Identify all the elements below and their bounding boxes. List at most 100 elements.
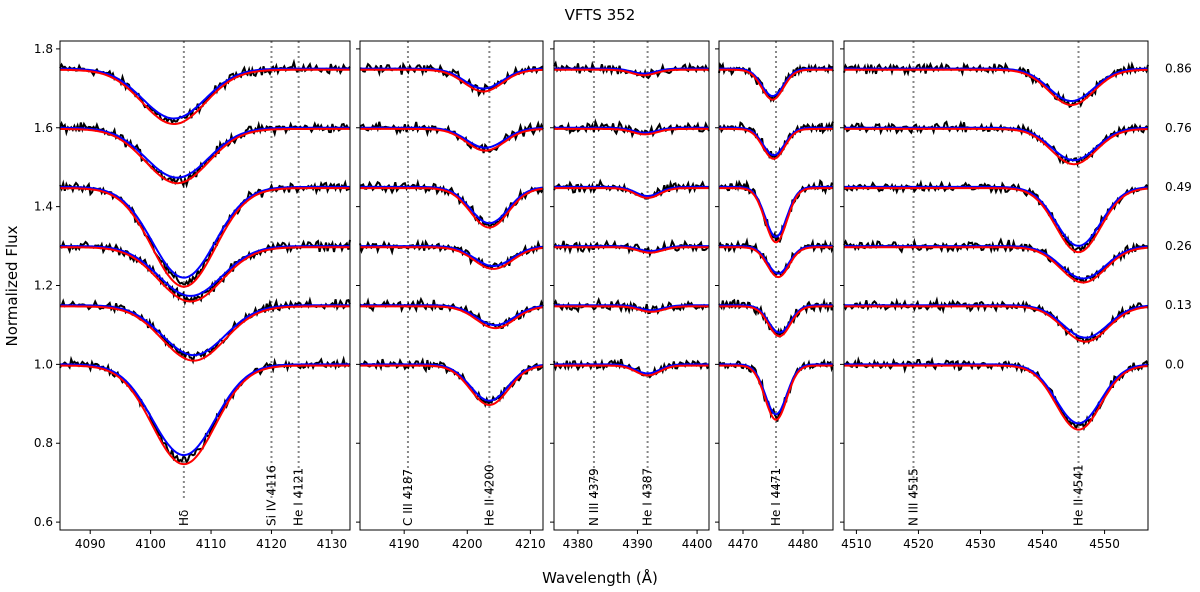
x-tick-label-3-3: 4400 [682, 537, 713, 551]
blue-model-1-0.13 [60, 304, 350, 357]
panel-frame-5 [843, 40, 1149, 531]
blue-model-3-0.13 [554, 304, 709, 312]
blue-model-4-0.26 [719, 245, 833, 275]
phase-labels: 0.86 0.76 0.49 0.26 0.13 0.0 [1165, 62, 1192, 372]
x-tick-label-1-1: 4090 [75, 537, 106, 551]
blue-model-3-0.76 [554, 126, 709, 134]
red-model-1-0.0 [60, 364, 350, 466]
blue-model-4-0.86 [719, 67, 833, 97]
x-tick-label-4-1: 4470 [728, 537, 759, 551]
phase-label-2: 0.76 [1165, 121, 1192, 135]
red-model-3-0.26 [554, 246, 709, 254]
observed-spectrum-1-0.86 [59, 58, 351, 125]
blue-model-1-0.86 [60, 67, 350, 120]
y-tick-label-2: 0.8 [34, 436, 53, 450]
red-model-1-0.86 [60, 68, 350, 125]
observed-spectrum-4-0.26 [718, 237, 834, 277]
x-tick-label-1-2: 4100 [135, 537, 166, 551]
red-model-5-0.26 [844, 246, 1149, 284]
red-model-5-0.86 [844, 68, 1148, 106]
red-model-2-0.13 [360, 305, 544, 330]
phase-label-3: 0.49 [1165, 180, 1192, 194]
observed-spectrum-2-0.76 [359, 120, 544, 154]
blue-model-1-0.76 [60, 126, 350, 179]
x-tick-label-5-4: 4540 [1027, 537, 1058, 551]
red-model-1-0.26 [60, 246, 350, 303]
blue-model-3-0.86 [554, 67, 709, 75]
x-tick-label-5-5: 4550 [1089, 537, 1120, 551]
blue-model-3-0.0 [554, 363, 709, 375]
blue-model-4-0.76 [719, 126, 833, 157]
observed-spectrum-5-0.0 [843, 356, 1149, 432]
red-model-4-0.26 [719, 246, 833, 279]
panel-frame-3 [553, 40, 710, 531]
line-label-3-1: N III 4379 [587, 468, 601, 526]
phase-label-4: 0.26 [1165, 239, 1192, 253]
blue-model-4-0.49 [719, 185, 833, 238]
blue-model-2-0.49 [360, 185, 544, 225]
panels-layer: Hδ Si IV 4116 He I 4121 4090 4100 4110 4120 413… [34, 40, 1149, 551]
red-model-5-0.13 [844, 305, 1149, 343]
spectrum-panel-1: Hδ Si IV 4116 He I 4121 4090 4100 4110 4120 413… [34, 40, 351, 551]
y-tick-label-1: 0.6 [34, 515, 53, 529]
blue-model-2-0.86 [360, 67, 544, 90]
blue-model-3-0.26 [554, 245, 709, 253]
red-model-3-0.13 [554, 305, 709, 313]
line-label-1-3: He I 4121 [292, 468, 306, 526]
blue-model-3-0.49 [554, 185, 709, 197]
y-tick-label-5: 1.4 [34, 200, 53, 214]
observed-spectrum-5-0.49 [843, 179, 1149, 254]
blue-model-1-0.26 [60, 245, 350, 297]
blue-model-5-0.13 [844, 304, 1149, 339]
blue-model-2-0.13 [360, 304, 544, 327]
blue-model-2-0.26 [360, 245, 544, 267]
red-model-4-0.86 [719, 68, 833, 101]
line-label-1-1: Hδ [177, 510, 191, 526]
red-model-1-0.13 [60, 305, 350, 362]
y-tick-label-4: 1.2 [34, 279, 53, 293]
panel-frame-2 [359, 40, 544, 531]
red-model-3-0.76 [554, 127, 709, 136]
observed-spectrum-4-0.13 [718, 297, 834, 338]
x-tick-label-3-2: 4390 [622, 537, 653, 551]
red-model-5-0.0 [844, 364, 1149, 431]
red-model-2-0.49 [360, 187, 544, 229]
x-tick-label-5-1: 4510 [841, 537, 872, 551]
y-tick-label-7: 1.8 [34, 42, 53, 56]
red-model-4-0.13 [719, 305, 833, 338]
red-model-4-0.49 [719, 187, 833, 244]
chart-title: VFTS 352 [565, 6, 636, 24]
spectrum-panel-2: C III 4187 He II 4200 4190 4200 4210 [356, 40, 546, 551]
blue-model-2-0.0 [360, 363, 544, 402]
spectrum-panel-5: N III 4515 He II 4541 4510 4520 4530 4540 4550 [840, 40, 1149, 551]
x-tick-label-5-3: 4530 [965, 537, 996, 551]
line-label-4-1: He I 4471 [769, 468, 783, 526]
observed-spectrum-1-0.0 [59, 355, 351, 466]
x-tick-label-2-1: 4190 [389, 537, 420, 551]
x-tick-label-2-2: 4200 [452, 537, 483, 551]
observed-spectrum-2-0.13 [359, 296, 544, 330]
observed-spectrum-1-0.49 [59, 179, 351, 287]
line-label-1-2: Si IV 4116 [264, 465, 278, 526]
blue-model-5-0.49 [844, 185, 1149, 247]
red-model-2-0.26 [360, 246, 544, 270]
red-model-5-0.49 [844, 187, 1149, 254]
red-model-2-0.76 [360, 127, 543, 152]
line-label-3-2: He I 4387 [641, 468, 655, 526]
x-tick-label-4-2: 4480 [788, 537, 819, 551]
y-axis-title: Normalized Flux [3, 225, 21, 346]
red-model-2-0.86 [360, 68, 544, 93]
x-axis-title: Wavelength (Å) [542, 568, 658, 587]
line-label-5-1: N III 4515 [906, 468, 920, 526]
y-tick-label-3: 1.0 [34, 357, 53, 371]
phase-label-5: 0.13 [1165, 298, 1192, 312]
blue-model-1-0.0 [60, 363, 350, 457]
phase-label-6: 0.0 [1165, 357, 1184, 371]
spectrum-panel-3: N III 4379 He I 4387 4380 4390 4400 [550, 40, 713, 551]
line-label-2-1: C III 4187 [401, 469, 415, 526]
red-model-3-0.49 [554, 187, 709, 199]
y-tick-label-6: 1.6 [34, 121, 53, 135]
blue-model-4-0.13 [719, 304, 833, 334]
blue-model-2-0.76 [360, 126, 543, 149]
